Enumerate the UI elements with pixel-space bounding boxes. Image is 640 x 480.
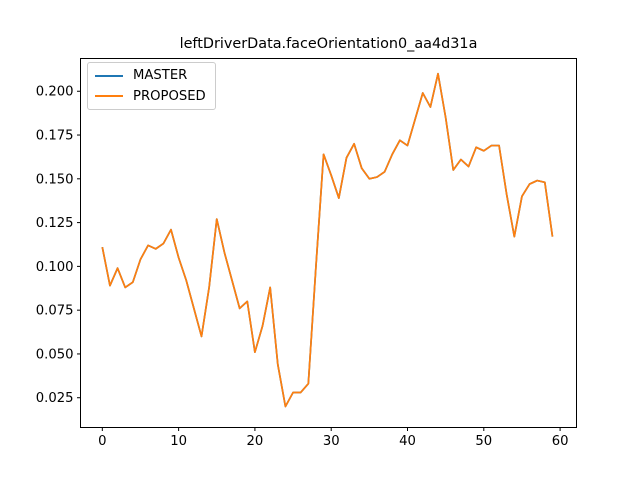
y-tick-label: 0.125 (36, 216, 74, 231)
legend-label-master: MASTER (133, 68, 188, 84)
x-tick-label: 30 (323, 434, 340, 449)
legend-entry-proposed: PROPOSED (88, 87, 215, 106)
legend: MASTER PROPOSED (87, 62, 216, 110)
chart-title: leftDriverData.faceOrientation0_aa4d31a (179, 36, 478, 52)
series-line-proposed (101, 72, 554, 408)
x-tick-label: 60 (552, 434, 569, 449)
x-tick-label: 40 (399, 434, 416, 449)
x-tick-label: 0 (98, 434, 106, 449)
y-tick-label: 0.200 (36, 85, 74, 100)
x-tick-label: 20 (247, 434, 264, 449)
master-line-swatch (95, 74, 123, 77)
y-tick-label: 0.050 (36, 347, 74, 362)
y-tick-label: 0.175 (36, 129, 74, 144)
legend-entry-master: MASTER (88, 66, 215, 85)
legend-label-proposed: PROPOSED (133, 88, 206, 104)
series-line-master (101, 72, 554, 408)
y-tick-label: 0.100 (36, 260, 74, 275)
y-tick-label: 0.150 (36, 172, 74, 187)
axes-spines (80, 58, 577, 428)
y-tick-label: 0.075 (36, 304, 74, 319)
x-tick-label: 10 (170, 434, 187, 449)
y-tick-label: 0.025 (36, 391, 74, 406)
proposed-line-swatch (95, 95, 123, 98)
x-tick-label: 50 (475, 434, 492, 449)
